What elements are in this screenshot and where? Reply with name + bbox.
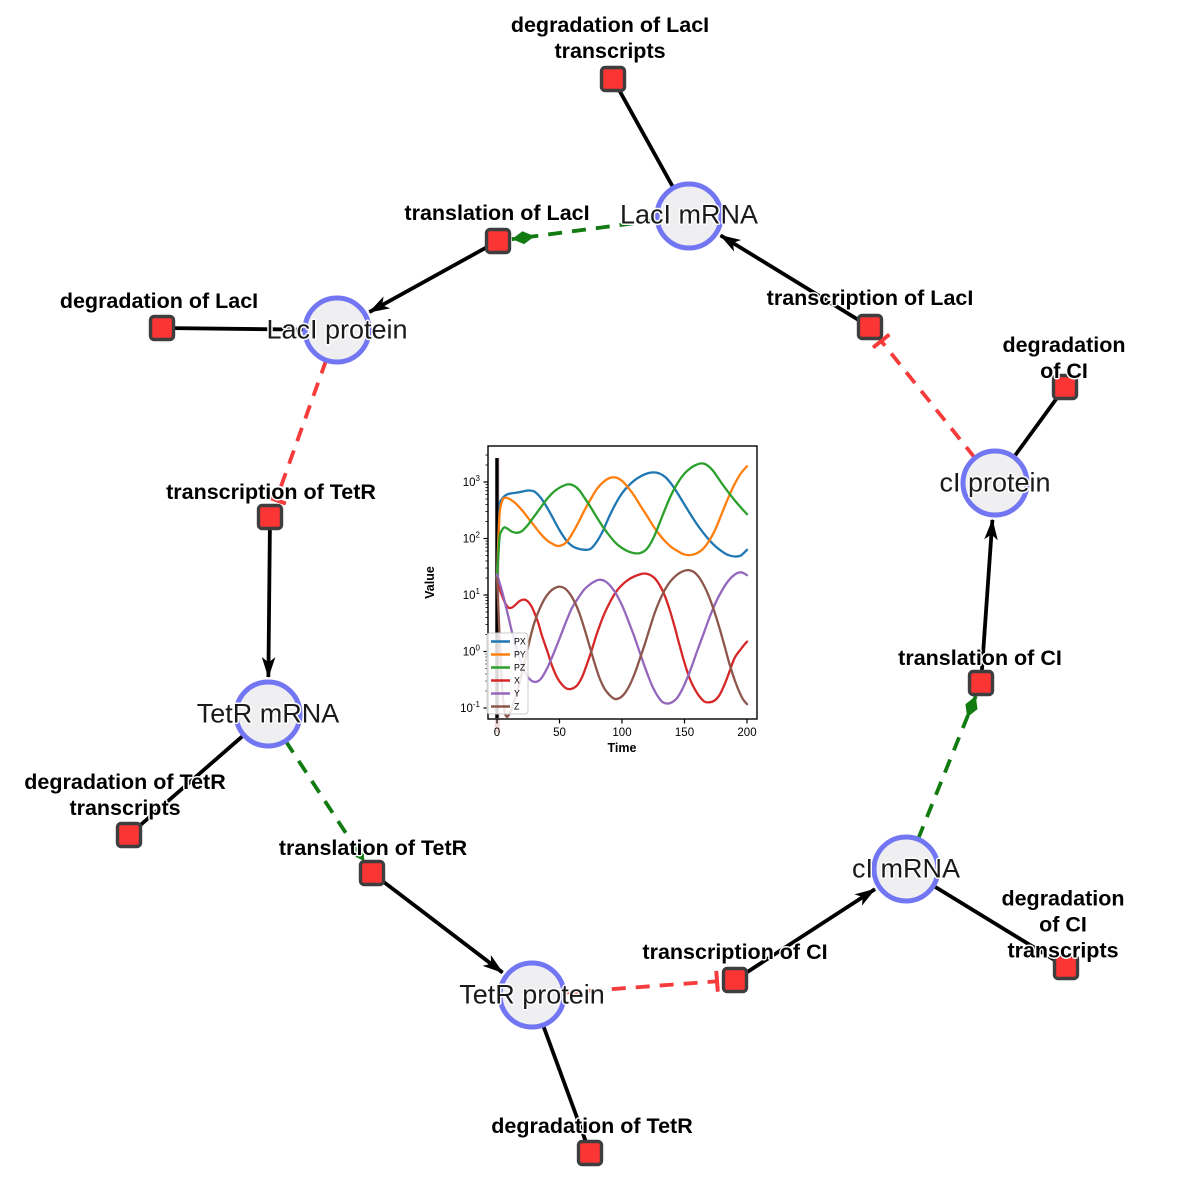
edge-production-tc_tetr-tetr_mrna xyxy=(261,516,276,679)
x-tick-label: 0 xyxy=(494,727,500,739)
species-node-ci_protein[interactable] xyxy=(960,448,1030,518)
legend-label-Y: Y xyxy=(514,689,520,699)
y-tick-label: 100 xyxy=(463,644,481,659)
x-tick-label: 200 xyxy=(737,727,756,739)
series-X xyxy=(495,572,749,704)
x-tick-label: 100 xyxy=(612,727,631,739)
legend-label-PX: PX xyxy=(514,637,526,647)
edge-modifier-ci_mrna-tl_ci xyxy=(916,695,978,841)
y-tick-label: 101 xyxy=(463,587,481,602)
species-node-tetr_protein[interactable] xyxy=(497,960,567,1030)
plot-curves xyxy=(495,462,749,718)
series-Y xyxy=(495,571,749,705)
legend-label-PZ: PZ xyxy=(514,663,526,673)
edge-production-tc_laci-laci_mrna xyxy=(719,233,871,329)
x-tick-label: 150 xyxy=(675,727,694,739)
x-tick-label: 50 xyxy=(553,727,566,739)
y-tick-label: 103 xyxy=(463,474,481,489)
reaction-node-tl_tetr[interactable] xyxy=(358,859,386,887)
x-axis-label: Time xyxy=(608,741,637,755)
edge-production-tl_ci-ci_protein xyxy=(979,518,998,684)
timecourse-plot: 0 50 100 150 200Time10310210110010-1ValuePXP… xyxy=(423,445,758,755)
reaction-node-tl_ci[interactable] xyxy=(967,669,995,697)
series-Z xyxy=(495,568,749,718)
edge-production-tl_laci-laci_protein xyxy=(368,239,499,314)
plot-legend: PX PY PZ XYZ xyxy=(486,632,529,715)
edges-layer xyxy=(127,78,1067,1154)
reaction-node-deg_ci_tx[interactable] xyxy=(1052,953,1080,981)
legend-label-PY: PY xyxy=(514,650,526,660)
series-PX xyxy=(495,471,749,580)
series-PZ xyxy=(495,462,749,580)
edge-modifier-laci_mrna-tl_laci xyxy=(511,218,658,245)
series-PY xyxy=(495,465,749,580)
reaction-node-tl_laci[interactable] xyxy=(484,227,512,255)
reaction-node-tc_ci[interactable] xyxy=(721,966,749,994)
reaction-node-deg_ci[interactable] xyxy=(1051,373,1079,401)
legend-label-X: X xyxy=(514,676,520,686)
edge-inhibition-ci_protein-tc_laci xyxy=(872,333,977,460)
species-node-laci_protein[interactable] xyxy=(302,295,372,365)
y-axis-label: Value xyxy=(423,566,437,599)
reaction-node-tc_laci[interactable] xyxy=(856,313,884,341)
species-node-tetr_mrna[interactable] xyxy=(233,679,303,749)
reaction-node-tc_tetr[interactable] xyxy=(256,503,284,531)
reaction-node-deg_tetr_tx[interactable] xyxy=(115,821,143,849)
nodes-layer xyxy=(115,65,1080,1167)
species-node-ci_mrna[interactable] xyxy=(871,834,941,904)
edge-modifier-tetr_mrna-tl_tetr xyxy=(283,739,366,863)
y-tick-label: 10-1 xyxy=(460,700,480,715)
edge-production-tc_ci-ci_mrna xyxy=(733,887,876,982)
reaction-node-deg_laci_tx[interactable] xyxy=(599,65,627,93)
edge-production-tl_tetr-tetr_protein xyxy=(370,871,504,975)
edge-inhibition-laci_protein-tc_tetr xyxy=(265,359,328,506)
reaction-node-deg_tetr[interactable] xyxy=(576,1139,604,1167)
reaction-node-deg_laci[interactable] xyxy=(148,314,176,342)
species-node-laci_mrna[interactable] xyxy=(654,181,724,251)
y-tick-label: 102 xyxy=(463,531,481,546)
legend-label-Z: Z xyxy=(514,702,520,712)
edge-inhibition-tetr_protein-tc_ci xyxy=(563,970,720,995)
